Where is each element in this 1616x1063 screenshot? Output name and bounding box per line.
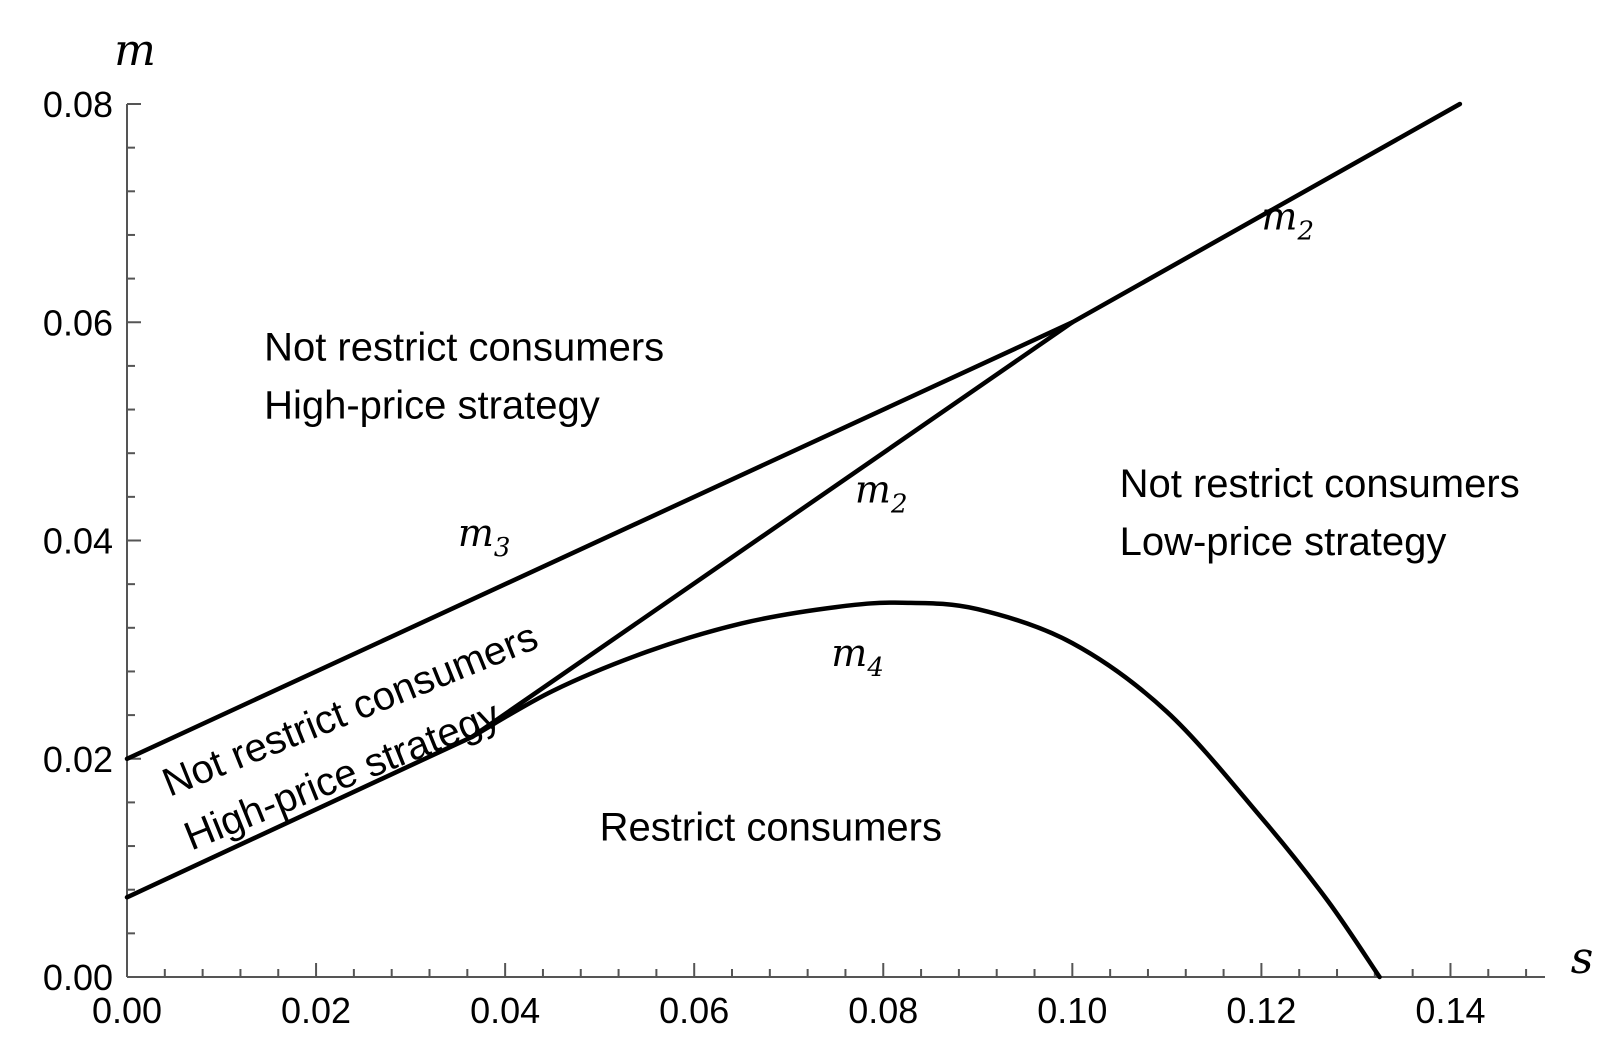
x-tick-label: 0.08 bbox=[848, 990, 918, 1031]
curve-label-letter: m bbox=[1261, 194, 1297, 238]
region-label-line: Restrict consumers bbox=[600, 806, 942, 850]
x-axis-title: s bbox=[1571, 933, 1594, 984]
curve-label-m2: m2 bbox=[1261, 194, 1314, 246]
x-tick-label: 0.02 bbox=[281, 990, 351, 1031]
region-label-line: Not restrict consumers bbox=[1120, 462, 1520, 506]
curve-label-m4: m4 bbox=[831, 631, 884, 683]
y-tick-label: 0.08 bbox=[43, 84, 113, 125]
chart-region-labels: Not restrict consumers High-price strateg… bbox=[156, 325, 1519, 859]
region-label-line: Low-price strategy bbox=[1120, 520, 1447, 564]
x-tick-label: 0.00 bbox=[92, 990, 162, 1031]
curve-label-subscript: 3 bbox=[494, 533, 511, 563]
x-tick-label: 0.04 bbox=[470, 990, 540, 1031]
y-tick-label: 0.06 bbox=[43, 302, 113, 343]
x-tick-label: 0.06 bbox=[659, 990, 729, 1031]
region-label: Not restrict consumers Low-price strategy bbox=[1120, 462, 1520, 564]
curve-label-subscript: 2 bbox=[890, 489, 908, 519]
curve-label-letter: m bbox=[855, 467, 891, 511]
curve-label-m2: m2 bbox=[855, 467, 908, 519]
x-tick-label: 0.14 bbox=[1415, 990, 1485, 1031]
region-label-line: Not restrict consumers bbox=[264, 325, 664, 369]
y-axis-title: m bbox=[114, 25, 156, 76]
curve-m4 bbox=[469, 600, 1382, 980]
x-tick-label: 0.10 bbox=[1037, 990, 1107, 1031]
curve-label-m3: m3 bbox=[458, 511, 511, 563]
y-tick-label: 0.04 bbox=[43, 521, 113, 562]
chart-axes: 0.00 0.02 0.04 0.06 0.08 0.10 0.12 0.14 0.00 0.02… bbox=[43, 25, 1593, 1031]
curve-m2 bbox=[469, 101, 1463, 740]
curve-label-subscript: 2 bbox=[1296, 216, 1314, 246]
curve-m3 bbox=[124, 320, 1075, 762]
region-label-line: High-price strategy bbox=[264, 383, 600, 427]
chart-curves bbox=[124, 101, 1463, 980]
curve-label-letter: m bbox=[458, 511, 494, 555]
region-label: Not restrict consumers High-price strateg… bbox=[264, 325, 664, 427]
curve-label-subscript: 4 bbox=[866, 653, 884, 683]
y-tick-label: 0.00 bbox=[43, 957, 113, 998]
x-tick-label: 0.12 bbox=[1226, 990, 1296, 1031]
curve-m4-lower bbox=[124, 734, 475, 900]
y-tick-label: 0.02 bbox=[43, 739, 113, 780]
curve-label-letter: m bbox=[831, 631, 867, 675]
region-label: Restrict consumers bbox=[600, 806, 942, 850]
